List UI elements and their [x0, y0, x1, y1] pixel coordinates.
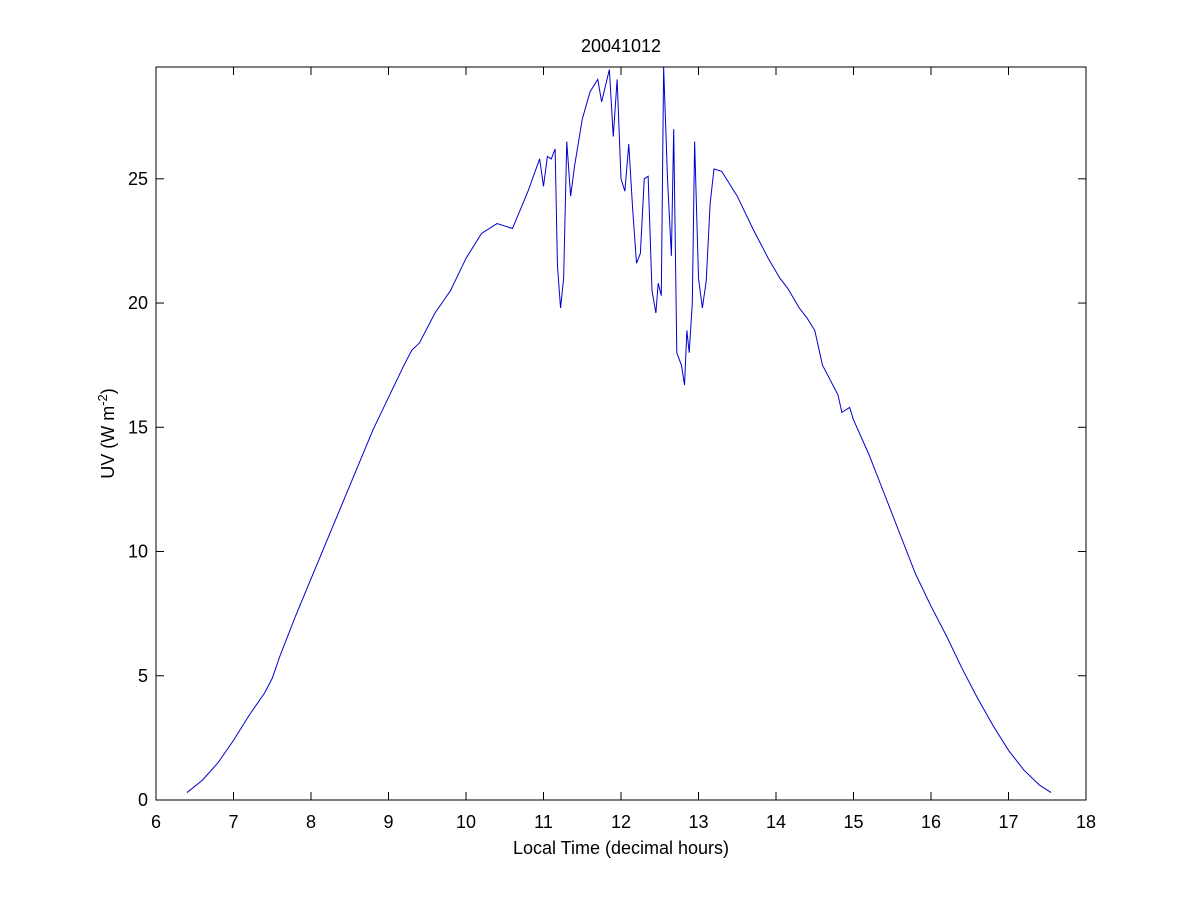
- x-tick-label: 10: [456, 812, 476, 832]
- y-tick-label: 15: [128, 417, 148, 437]
- x-tick-label: 8: [306, 812, 316, 832]
- y-tick-label: 20: [128, 293, 148, 313]
- x-tick-label: 13: [688, 812, 708, 832]
- y-axis-label: UV (W m-2): [95, 388, 119, 479]
- uv-series-line: [186, 66, 1052, 793]
- x-tick-label: 6: [151, 812, 161, 832]
- x-tick-label: 17: [998, 812, 1018, 832]
- y-axis-label-prefix: UV (W m: [98, 406, 118, 479]
- y-tick-label: 5: [138, 666, 148, 686]
- x-tick-label: 14: [766, 812, 786, 832]
- y-axis-label-suffix: ): [98, 388, 118, 394]
- x-tick-label: 7: [228, 812, 238, 832]
- plot-area: [156, 67, 1086, 800]
- x-tick-label: 12: [611, 812, 631, 832]
- x-axis-label: Local Time (decimal hours): [513, 838, 729, 858]
- y-tick-label: 0: [138, 790, 148, 810]
- x-tick-label: 11: [534, 812, 553, 832]
- y-axis-label-superscript: -2: [95, 394, 110, 406]
- x-tick-label: 15: [843, 812, 863, 832]
- chart-title: 20041012: [581, 36, 661, 56]
- y-axis: 0 5 10 15 20 25: [128, 169, 1086, 810]
- x-axis: 6 7 8 9 10 11 12 13 14 15 16 17 18: [151, 67, 1096, 832]
- x-tick-label: 9: [383, 812, 393, 832]
- y-tick-label: 10: [128, 542, 148, 562]
- x-tick-label: 16: [921, 812, 941, 832]
- x-tick-label: 18: [1076, 812, 1096, 832]
- y-tick-label: 25: [128, 169, 148, 189]
